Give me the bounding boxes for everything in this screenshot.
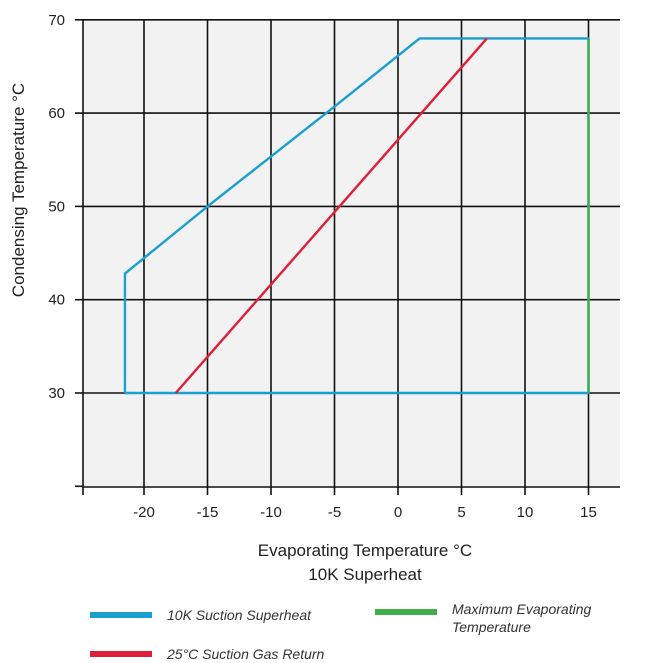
x-tick-label: -15 — [197, 504, 219, 521]
grid — [83, 18, 620, 487]
y-tick-label: 60 — [48, 105, 65, 122]
x-tick-label: 5 — [457, 504, 465, 521]
plot-background — [83, 20, 620, 487]
x-tick-label: -20 — [133, 504, 155, 521]
x-axis-subtitle: 10K Superheat — [308, 565, 422, 584]
tick-labels: -20 -15 -10 -5 0 5 10 15 30 40 50 60 70 — [48, 12, 597, 521]
series-group — [123, 37, 590, 395]
y-tick-label: 50 — [48, 198, 65, 215]
x-tick-label: 15 — [580, 504, 597, 521]
x-axis-title: Evaporating Temperature °C — [258, 541, 472, 560]
x-tick-label: 10 — [517, 504, 534, 521]
y-tick-label: 70 — [48, 12, 65, 29]
x-tick-label: 0 — [394, 504, 402, 521]
series-line-2 — [174, 37, 488, 394]
x-tick-label: -10 — [260, 504, 282, 521]
x-tick-label: -5 — [328, 504, 341, 521]
y-tick-label: 40 — [48, 292, 65, 309]
axes — [75, 18, 620, 495]
y-axis-title: Condensing Temperature °C — [9, 83, 28, 297]
y-tick-label: 30 — [48, 385, 65, 402]
